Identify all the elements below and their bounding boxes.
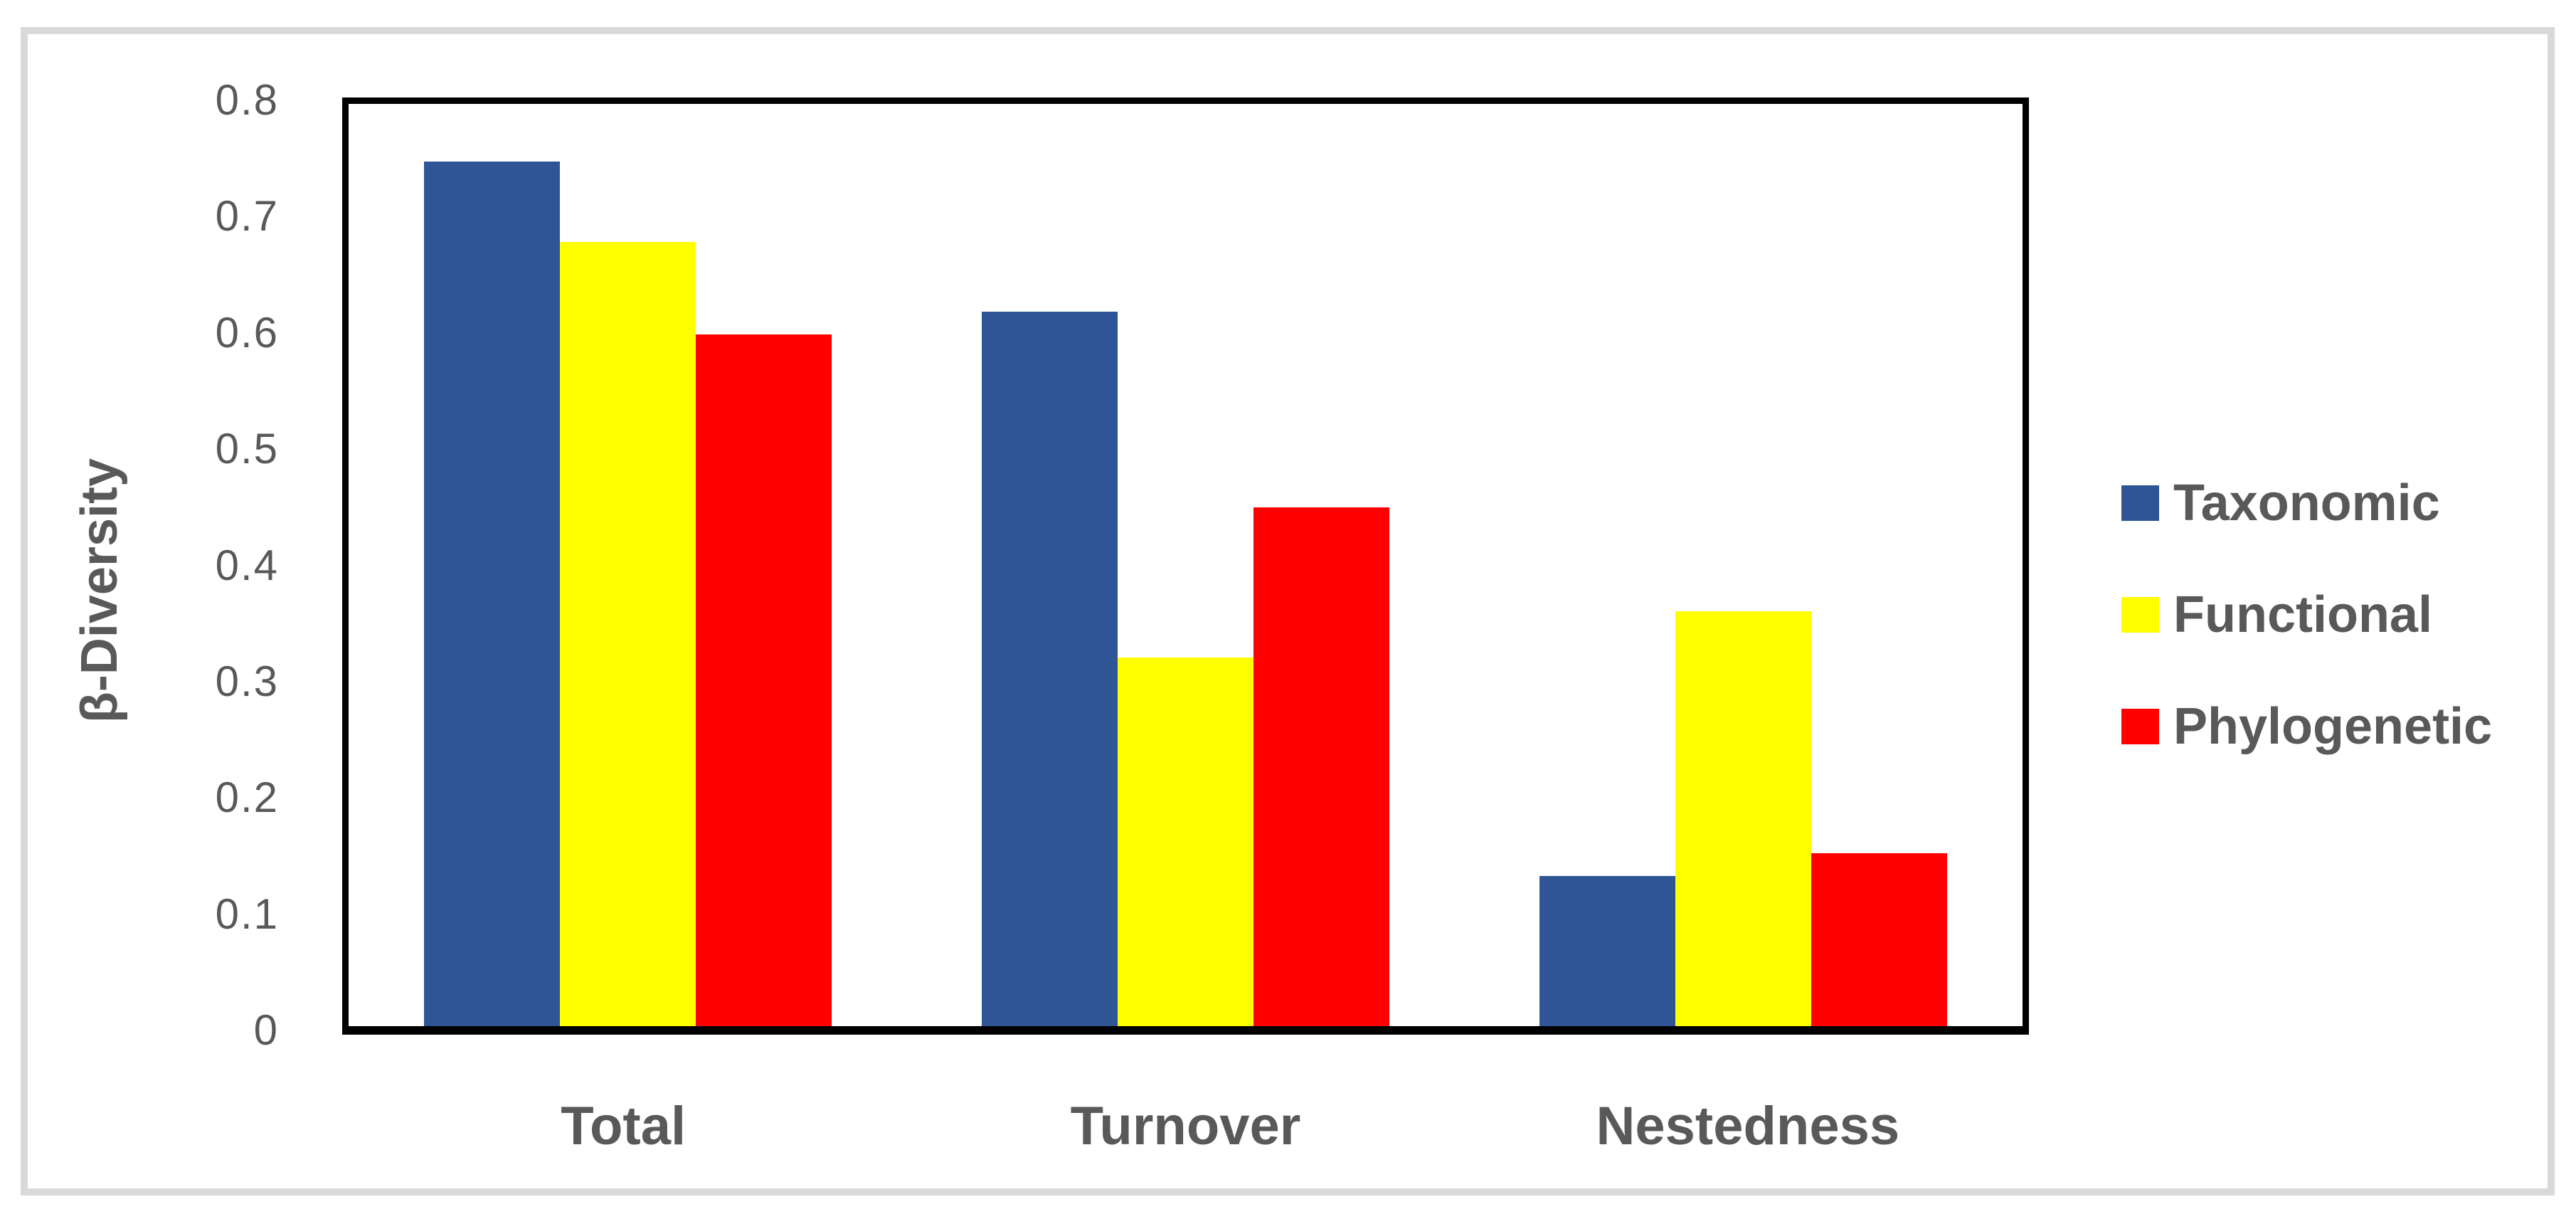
x-category-label-nestedness: Nestedness (1596, 1096, 1900, 1156)
bar-phylogenetic-turnover (1253, 507, 1389, 1026)
legend-swatch-icon (2121, 485, 2159, 521)
bar-phylogenetic-total (695, 334, 832, 1026)
legend-swatch-icon (2121, 597, 2159, 633)
bar-functional-turnover (1117, 658, 1253, 1026)
category-group-total (349, 104, 906, 1026)
x-axis-category-labels: Total Turnover Nestedness (342, 1098, 2029, 1155)
legend-item-phylogenetic: Phylogenetic (2121, 701, 2492, 752)
legend-item-functional: Functional (2121, 589, 2432, 640)
y-tick-label: 0.4 (215, 542, 279, 589)
y-tick-label: 0.5 (215, 425, 279, 473)
x-category-label-total: Total (561, 1096, 687, 1156)
y-tick-label: 0.6 (215, 309, 279, 357)
y-tick-label: 0.2 (215, 774, 279, 821)
figure-frame (21, 27, 2555, 1195)
bars-layer (349, 104, 2023, 1026)
category-group-nestedness (1465, 104, 2023, 1026)
bar-taxonomic-total (423, 162, 560, 1026)
plot-area (342, 97, 2029, 1035)
y-tick-label: 0.1 (215, 890, 279, 938)
y-tick-label: 0.7 (215, 192, 279, 240)
bar-taxonomic-turnover (981, 312, 1118, 1026)
bar-taxonomic-nestedness (1539, 876, 1676, 1026)
bar-phylogenetic-nestedness (1811, 853, 1948, 1026)
category-group-turnover (906, 104, 1464, 1026)
legend-label: Functional (2173, 586, 2432, 643)
bar-functional-nestedness (1675, 611, 1812, 1026)
legend-item-taxonomic: Taxonomic (2121, 477, 2440, 529)
legend: Taxonomic Functional Phylogenetic (2121, 0, 2562, 1214)
bar-functional-total (559, 242, 696, 1026)
legend-label: Phylogenetic (2173, 698, 2493, 755)
y-tick-label: 0 (253, 1006, 279, 1054)
y-tick-label: 0.3 (215, 658, 279, 705)
legend-label: Taxonomic (2173, 475, 2440, 532)
y-axis-tick-labels: 0 0.1 0.2 0.3 0.4 0.5 0.6 0.7 0.8 (0, 0, 279, 1214)
y-tick-label: 0.8 (215, 76, 279, 124)
x-category-label-turnover: Turnover (1070, 1096, 1301, 1156)
legend-swatch-icon (2121, 709, 2159, 744)
